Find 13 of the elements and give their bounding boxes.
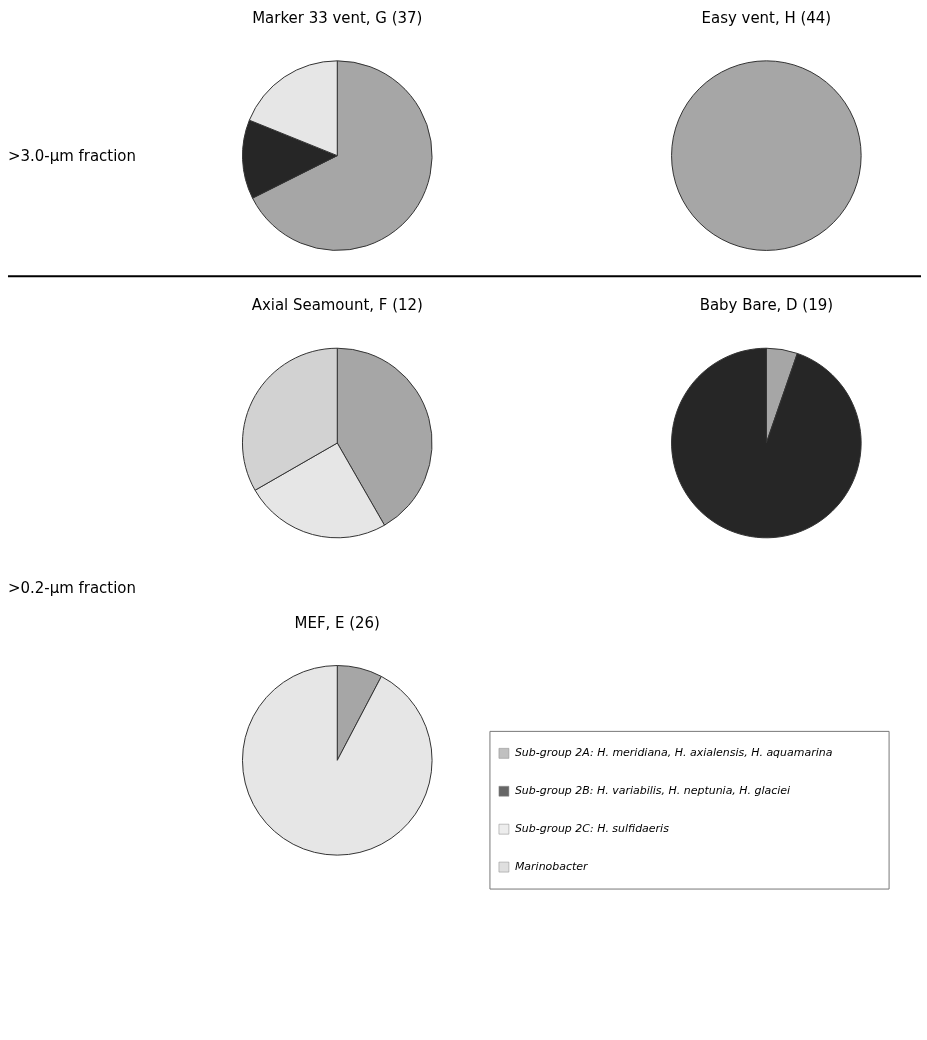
chart-title: Baby Bare, D (19) — [699, 296, 834, 315]
legend-label: Sub-group 2A: H. meridiana, H. axialensis, H. aquamarina — [514, 746, 833, 760]
chart-title: Axial Seamount, F (12) — [251, 296, 423, 315]
text: >3.0-µm fraction — [7, 146, 136, 165]
legend-label: Sub-group 2B: H. variabilis, H. neptunia, H. glaciei — [514, 784, 791, 798]
chart-title: Marker 33 vent, G (37) — [252, 8, 423, 27]
legend-label: Sub-group 2C: H. sulfidaeris — [514, 822, 670, 836]
chart-title: MEF, E (26) — [294, 613, 380, 632]
pie-slice — [671, 347, 862, 539]
chart-title: Easy vent, H (44) — [701, 8, 832, 27]
pie-slice — [242, 665, 433, 856]
legend-label: Marinobacter — [514, 860, 590, 874]
text: >0.2-µm fraction — [7, 578, 136, 597]
